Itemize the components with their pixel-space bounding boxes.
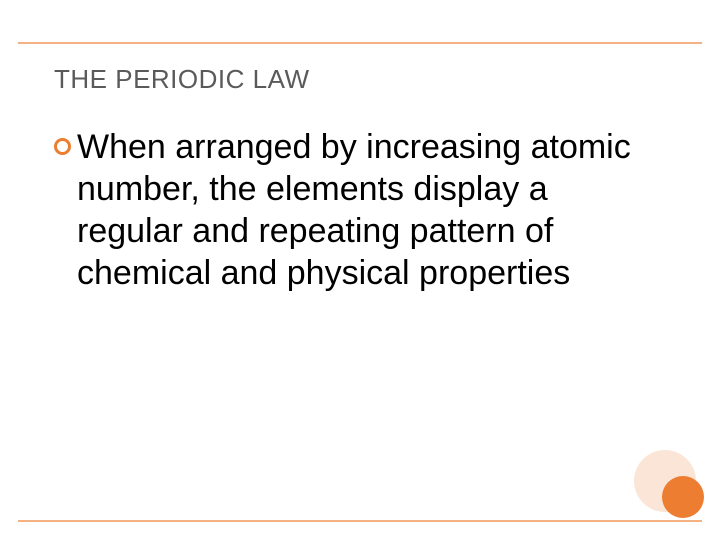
hollow-circle-bullet-icon — [54, 138, 71, 155]
bottom-border-line — [18, 520, 702, 522]
bullet-circle — [56, 140, 70, 154]
decor-circle-inner — [662, 476, 704, 518]
body-text: When arranged by increasing atomic numbe… — [77, 126, 660, 294]
slide-title: THE PERIODIC LAW — [54, 64, 310, 95]
top-border-line — [18, 42, 702, 44]
slide: THE PERIODIC LAW When arranged by increa… — [0, 0, 720, 540]
bullet-item: When arranged by increasing atomic numbe… — [54, 126, 660, 294]
body-area: When arranged by increasing atomic numbe… — [54, 126, 660, 294]
